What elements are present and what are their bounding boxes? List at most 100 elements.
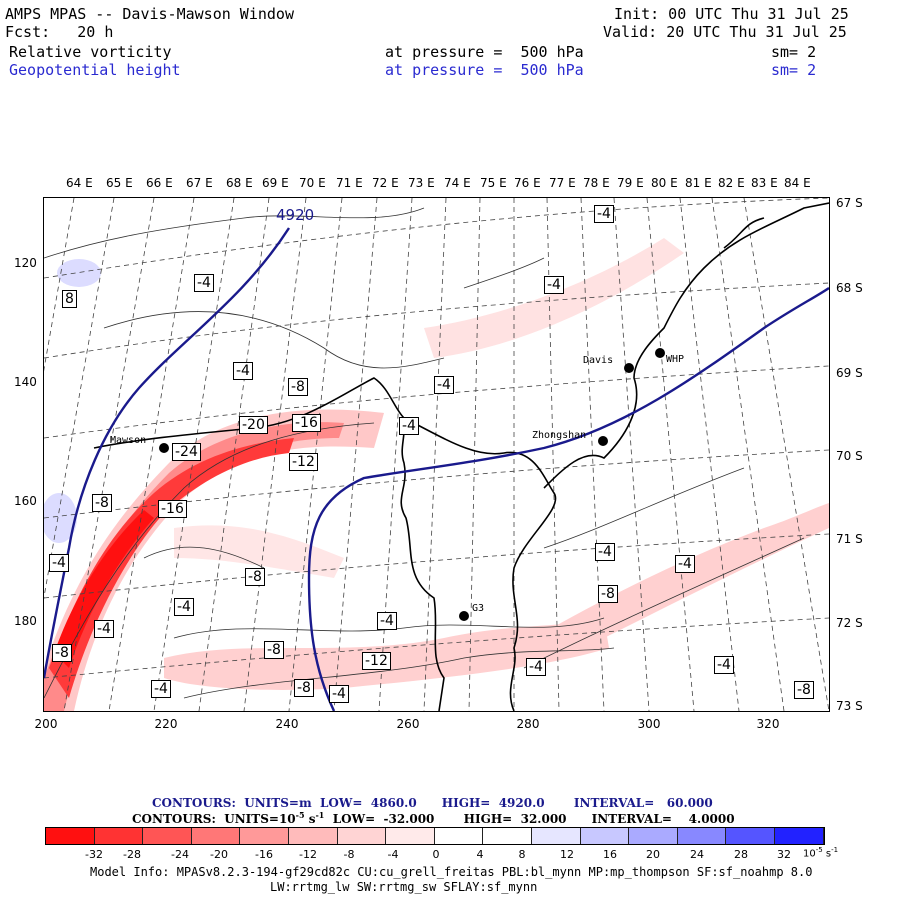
lat-lon-grid — [44, 198, 829, 711]
colorbar-swatch — [191, 828, 241, 844]
colorbar-label: 20 — [646, 848, 660, 861]
lon-label: 83 E — [751, 176, 778, 190]
model-info: Model Info: MPASv8.2.3-194-gf29cd82c CU:… — [90, 865, 813, 879]
chart-title: AMPS MPAS -- Davis-Mawson Window — [5, 5, 294, 23]
contour-label: -4 — [595, 543, 615, 561]
lon-label: 75 E — [480, 176, 507, 190]
colorbar-unit-exp: -5 — [815, 846, 823, 854]
contour-label: -16 — [158, 500, 187, 518]
contour-label: -4 — [544, 276, 564, 294]
vorticity-contour-s: s — [304, 812, 316, 826]
vorticity-contours — [44, 207, 805, 699]
lon-label: 64 E — [66, 176, 93, 190]
lon-label: 67 E — [186, 176, 213, 190]
colorbar-label: -24 — [171, 848, 189, 861]
lon-label: 68 E — [226, 176, 253, 190]
lon-label: 73 E — [408, 176, 435, 190]
colorbar-swatch — [240, 828, 289, 844]
x-tick: 260 — [396, 717, 420, 731]
contour-label: 8 — [62, 290, 77, 308]
x-tick: 240 — [275, 717, 299, 731]
lon-label: 69 E — [262, 176, 289, 190]
contour-label: -4 — [714, 656, 734, 674]
vorticity-contour-info: CONTOURS: UNITS=10-5 s-1 LOW= -32.000 HI… — [132, 810, 735, 826]
field2-smoothing: sm= 2 — [771, 61, 817, 79]
height-contour-info: CONTOURS: UNITS=m LOW= 4860.0 HIGH= 4920… — [152, 796, 713, 810]
lon-label: 72 E — [372, 176, 399, 190]
contour-label: -4 — [194, 274, 214, 292]
station-g3-marker — [459, 611, 469, 621]
lon-label: 80 E — [651, 176, 678, 190]
lat-label: 72 S — [836, 616, 863, 630]
colorbar-unit-base: 10 — [803, 848, 816, 860]
station-label-mawson: Mawson — [110, 435, 147, 446]
station-label-davis: Davis — [583, 355, 614, 366]
contour-label: -4 — [151, 680, 171, 698]
vorticity-shading — [44, 238, 829, 711]
lon-label: 74 E — [444, 176, 471, 190]
contour-label: -8 — [52, 644, 72, 662]
contour-label: -4 — [526, 658, 546, 676]
colorbar-swatch — [726, 828, 775, 844]
valid-time: Valid: 20 UTC Thu 31 Jul 25 — [603, 23, 847, 41]
y-tick: 160 — [14, 494, 37, 508]
contour-label: -4 — [49, 554, 69, 572]
colorbar-label: 28 — [734, 848, 748, 861]
colorbar-label: 4 — [476, 848, 484, 861]
colorbar-label: -28 — [123, 848, 141, 861]
lat-label: 71 S — [836, 532, 863, 546]
contour-label: -8 — [794, 681, 814, 699]
contour-label: -20 — [239, 416, 268, 434]
contour-label: -12 — [362, 652, 391, 670]
height-contour-label: 4920 — [276, 206, 315, 224]
vorticity-contour-exp: -5 — [295, 810, 305, 820]
station-whp-marker — [655, 348, 665, 358]
colorbar-units: 10-5 s-1 — [803, 846, 838, 859]
colorbar-swatch — [677, 828, 727, 844]
contour-label: -4 — [94, 620, 114, 638]
contour-label: -4 — [434, 376, 454, 394]
station-zhongshan-marker — [598, 436, 608, 446]
x-tick: 320 — [756, 717, 780, 731]
contour-label: -4 — [233, 362, 253, 380]
colorbar-swatch — [288, 828, 338, 844]
colorbar-label: 8 — [518, 848, 526, 861]
lat-label: 68 S — [836, 281, 863, 295]
lon-label: 78 E — [583, 176, 610, 190]
lat-label: 67 S — [836, 196, 863, 210]
colorbar-label: 24 — [690, 848, 704, 861]
field2-name: Geopotential height — [9, 61, 181, 79]
init-time: Init: 00 UTC Thu 31 Jul 25 — [614, 5, 849, 23]
lon-label: 65 E — [106, 176, 133, 190]
colorbar-swatch — [774, 828, 824, 844]
station-markers — [159, 348, 665, 621]
colorbar-unit-exp2: -1 — [831, 846, 839, 854]
colorbar-label: 12 — [560, 848, 574, 861]
geopotential-contours — [44, 227, 829, 711]
x-tick: 220 — [154, 717, 178, 731]
contour-label: -4 — [377, 612, 397, 630]
lon-label: 77 E — [549, 176, 576, 190]
colorbar-swatch — [434, 828, 484, 844]
field2-level: at pressure = 500 hPa — [385, 61, 584, 79]
map-plot[interactable]: 4920 Mawson Davis WHP Zhongshan G3 -4 -4… — [43, 197, 830, 712]
colorbar-unit-s: s — [822, 848, 832, 860]
lon-label: 81 E — [685, 176, 712, 190]
lon-label: 66 E — [146, 176, 173, 190]
station-label-g3: G3 — [472, 603, 485, 614]
colorbar-swatch — [386, 828, 435, 844]
contour-label: -4 — [329, 685, 349, 703]
colorbar-swatch — [629, 828, 678, 844]
x-tick: 200 — [34, 717, 58, 731]
model-info-physics: LW:rrtmg_lw SW:rrtmg_sw SFLAY:sf_mynn — [270, 880, 538, 894]
colorbar-label: 16 — [603, 848, 617, 861]
lat-label: 70 S — [836, 449, 863, 463]
colorbar-label: -4 — [387, 848, 399, 861]
contour-label: -8 — [288, 378, 308, 396]
lon-label: 84 E — [784, 176, 811, 190]
contour-label: -12 — [289, 453, 318, 471]
vorticity-contour-range: LOW= -32.000 HIGH= 32.000 INTERVAL= 4.00… — [324, 812, 735, 826]
x-tick: 300 — [637, 717, 661, 731]
forecast-hour: Fcst: 20 h — [5, 23, 114, 41]
y-tick: 120 — [14, 256, 37, 270]
